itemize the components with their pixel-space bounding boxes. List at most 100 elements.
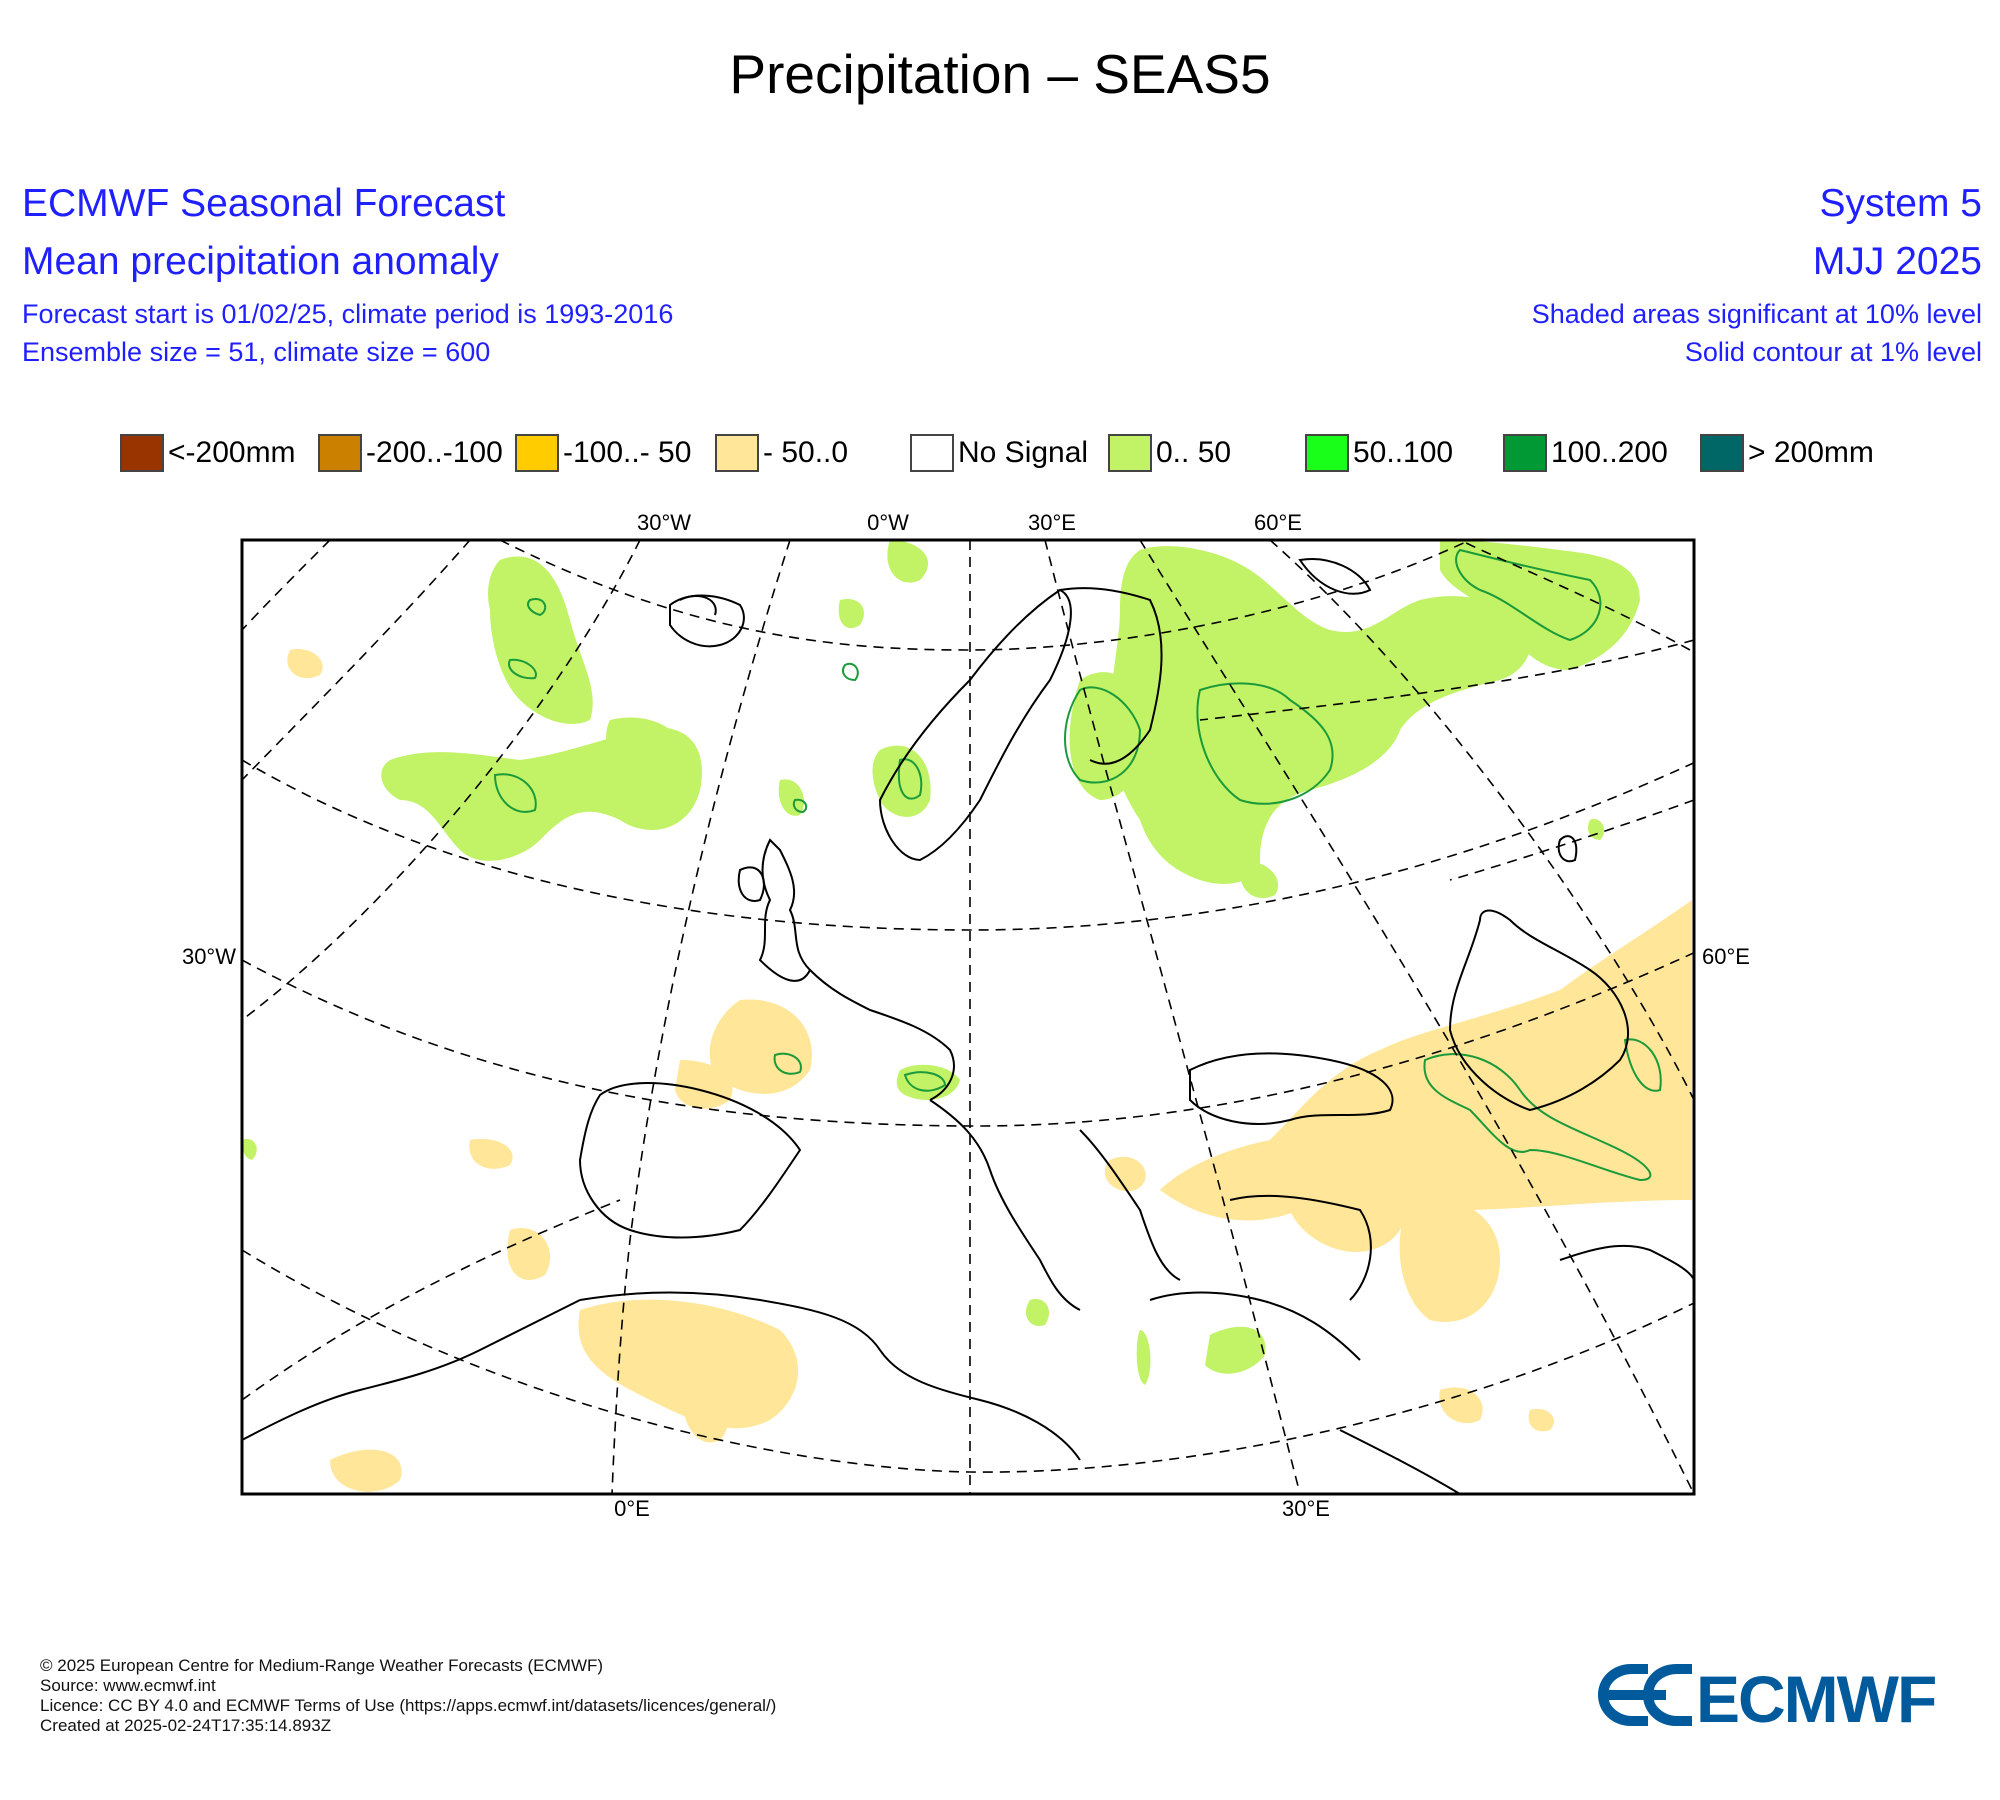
coast-anatolia — [1229, 1194, 1372, 1301]
header-product-name: ECMWF Seasonal Forecast — [22, 182, 506, 225]
wet-area-northwest-russia — [1110, 546, 1531, 884]
legend-item: -200..-100 — [318, 431, 503, 475]
legend-item: 100..200 — [1503, 431, 1668, 475]
wet-area-levant — [1205, 1326, 1266, 1374]
coast-iberia — [578, 1082, 802, 1239]
legend-item: 0.. 50 — [1108, 431, 1231, 475]
coast-finland — [1059, 587, 1163, 765]
legend-label: No Signal — [958, 436, 1089, 469]
coast-svalbard — [679, 595, 717, 616]
top-label-60e: 60°E — [1254, 510, 1302, 535]
footer-source: Source: www.ecmwf.int — [40, 1676, 216, 1695]
header-significance-shading: Shaded areas significant at 10% level — [1531, 299, 1982, 329]
top-label-30e: 30°E — [1028, 510, 1076, 535]
legend-swatch — [1108, 434, 1152, 472]
graticule-labels: 30°W 0°W 30°E 60°E 30°W 60°E 0°E 30°E — [182, 510, 1750, 1521]
dry-area-arabia — [1439, 1387, 1483, 1424]
coast-iceland — [669, 594, 745, 648]
wet-area-iceland-south — [606, 717, 690, 801]
coast-ireland — [737, 866, 765, 902]
coast-italy — [929, 1099, 1081, 1311]
legend-item: -100..- 50 — [515, 431, 691, 475]
right-label-60e: 60°E — [1702, 944, 1750, 969]
header-system: System 5 — [1819, 182, 1982, 225]
coast-africa-west — [242, 1299, 581, 1441]
header-significance-contour: Solid contour at 1% level — [1684, 337, 1982, 367]
bottom-label-0e: 0°E — [614, 1496, 650, 1521]
legend-label: <-200mm — [168, 436, 296, 469]
legend-swatch — [318, 434, 362, 472]
footer-copyright: © 2025 European Centre for Medium-Range … — [40, 1656, 604, 1675]
wet-area-ionian — [1025, 1299, 1050, 1326]
legend-swatch — [715, 434, 759, 472]
legend-swatch — [1503, 434, 1547, 472]
footer-licence: Licence: CC BY 4.0 and ECMWF Terms of Us… — [40, 1696, 777, 1715]
legend-label: 50..100 — [1353, 436, 1454, 469]
footer-credits: © 2025 European Centre for Medium-Range … — [40, 1656, 776, 1736]
coast-north-africa — [579, 1291, 1081, 1461]
legend-item: <-200mm — [120, 431, 296, 475]
significance-contours — [493, 548, 1662, 1182]
left-label-30w: 30°W — [182, 944, 236, 969]
footer-created: Created at 2025-02-24T17:35:14.893Z — [40, 1716, 332, 1735]
wet-area-crete-west — [1136, 1330, 1151, 1385]
page-title: Precipitation – SEAS5 — [729, 43, 1271, 105]
dry-area-france-south — [675, 1060, 733, 1109]
coast-east-med — [1149, 1291, 1361, 1361]
dry-area-france — [709, 999, 812, 1094]
legend-item: - 50..0 — [715, 431, 848, 475]
legend-label: 0.. 50 — [1156, 436, 1232, 469]
dry-area-north-atlantic — [287, 649, 323, 679]
legend-label: -200..-100 — [366, 436, 503, 469]
header-ensemble-size: Ensemble size = 51, climate size = 600 — [22, 337, 491, 367]
top-label-0w: 0°W — [867, 510, 909, 535]
legend-label: -100..- 50 — [563, 436, 692, 469]
legend-swatch — [1700, 434, 1744, 472]
wet-area-norway-north — [887, 540, 929, 583]
legend-swatch — [910, 434, 954, 472]
legend-label: > 200mm — [1748, 436, 1874, 469]
coast-red-sea — [1339, 1429, 1461, 1494]
map-plot-area — [242, 540, 1694, 1494]
coast-caspian — [1448, 909, 1630, 1112]
legend-swatch — [120, 434, 164, 472]
legend-label: 100..200 — [1551, 436, 1668, 469]
coast-scandinavia — [878, 588, 1072, 862]
bottom-label-30e: 30°E — [1282, 1496, 1330, 1521]
wet-area-barents — [1440, 540, 1640, 670]
coast-kola — [1298, 558, 1372, 595]
dry-area-atlantic-south — [330, 1449, 402, 1492]
wet-area-greenland-sea — [488, 556, 593, 724]
wet-anomaly-areas — [242, 540, 1640, 1385]
legend-swatch — [515, 434, 559, 472]
ecmwf-logo-mark — [1598, 1664, 1692, 1726]
color-legend: <-200mm -200..-100 -100..- 50 - 50..0 No… — [0, 431, 2000, 475]
coastlines — [242, 558, 1694, 1494]
ecmwf-logo-text: ECMWF — [1696, 1662, 1935, 1730]
coast-black-sea — [1189, 1052, 1394, 1125]
coast-balkans — [1079, 1129, 1181, 1281]
legend-item: No Signal — [910, 431, 1088, 475]
dry-area-gulf — [1528, 1409, 1554, 1432]
top-label-30w: 30°W — [637, 510, 691, 535]
header-forecast-start: Forecast start is 01/02/25, climate peri… — [22, 299, 674, 329]
map-frame — [240, 538, 1696, 1496]
legend-swatch — [1305, 434, 1349, 472]
wet-area-faroe — [778, 779, 804, 816]
dry-area-caucasus — [1369, 1150, 1409, 1195]
ecmwf-logo: ECMWF — [1598, 1662, 1937, 1730]
dry-area-middle-east — [1399, 1197, 1500, 1322]
coast-europe-west — [809, 969, 955, 1101]
header-variable: Mean precipitation anomaly — [22, 240, 499, 283]
coast-novaya — [1557, 835, 1578, 863]
header-season: MJJ 2025 — [1812, 240, 1982, 283]
dry-area-iberia — [507, 1228, 551, 1280]
dry-area-biscay — [469, 1139, 513, 1169]
legend-item: 50..100 — [1305, 431, 1453, 475]
dry-area-north-africa — [578, 1299, 799, 1429]
legend-item: > 200mm — [1700, 431, 1874, 475]
wet-area-russia-south — [1239, 860, 1279, 899]
legend-label: - 50..0 — [763, 436, 849, 469]
wet-area-norway-west — [872, 745, 931, 817]
